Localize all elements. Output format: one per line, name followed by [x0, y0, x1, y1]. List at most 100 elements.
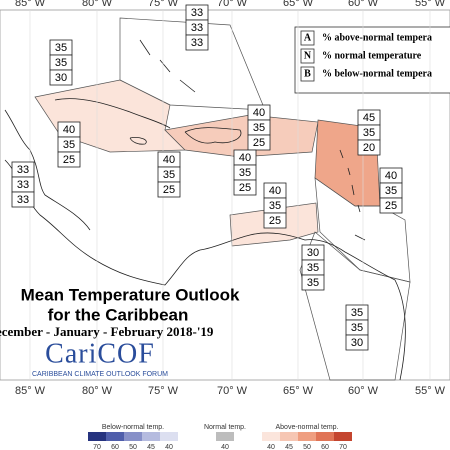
legend-key-box — [300, 66, 315, 82]
longitude-label: 75° W — [148, 385, 179, 397]
legend-key: B — [304, 68, 311, 79]
forecast-cell — [11, 191, 35, 208]
forecast-cell — [357, 139, 381, 156]
coast-bahamas — [139, 39, 196, 93]
scale-tick: 50 — [303, 444, 311, 450]
longitude-label: 55° W — [415, 385, 446, 397]
forecast-value: 25 — [385, 200, 397, 212]
legend-box — [294, 26, 450, 94]
scale-label: Above-normal temp. — [275, 424, 338, 431]
scale-swatch — [160, 432, 178, 441]
forecast-value: 25 — [63, 154, 75, 166]
forecast-value: 25 — [253, 137, 265, 149]
scale-swatch — [334, 432, 352, 441]
logo-name: CariCOF — [45, 338, 155, 369]
zone-south — [314, 177, 411, 283]
title-line: for the Caribbean — [48, 305, 189, 324]
scale-swatch — [142, 432, 160, 441]
scale-swatch — [280, 432, 298, 441]
scale-swatch — [316, 432, 334, 441]
forecast-value: 35 — [55, 42, 67, 54]
forecast-value: 35 — [351, 322, 363, 334]
scale-tick: 60 — [111, 444, 119, 450]
scale-tick: 50 — [129, 444, 137, 450]
scale-swatch — [262, 432, 280, 441]
forecast-cell — [263, 212, 287, 229]
scale-tick: 40 — [165, 444, 173, 450]
forecast-value: 30 — [55, 72, 67, 84]
coast-jamaica — [129, 137, 147, 145]
title-line: December - January - February 2018-'19 — [0, 324, 214, 339]
forecast-value: 40 — [253, 107, 265, 119]
scale-swatch — [124, 432, 142, 441]
legend-text: % below-normal tempera — [322, 68, 432, 79]
coast-lesser-antilles — [339, 149, 366, 241]
logo-tagline: CARIBBEAN CLIMATE OUTLOOK FORUM — [32, 371, 168, 378]
longitude-label: 70° W — [217, 0, 248, 9]
legend-key-box — [300, 48, 315, 64]
forecast-value: 35 — [351, 307, 363, 319]
forecast-cell — [157, 181, 181, 198]
legend-text: % above-normal tempera — [322, 32, 432, 43]
forecast-cell — [57, 151, 81, 168]
legend-key: A — [304, 32, 312, 43]
zone-guianas — [299, 231, 411, 381]
forecast-cell — [345, 334, 369, 351]
longitude-label: 55° W — [415, 0, 446, 9]
scale-swatch — [298, 432, 316, 441]
forecast-value: 35 — [163, 169, 175, 181]
longitude-label: 75° W — [148, 0, 179, 9]
forecast-value: 33 — [17, 164, 29, 176]
scale-label: Below-normal temp. — [102, 424, 164, 431]
scale-tick: 40 — [267, 444, 275, 450]
zone-bahamas — [119, 17, 266, 111]
forecast-value: 35 — [385, 185, 397, 197]
coast-cuba — [54, 98, 171, 129]
longitude-label: 80° W — [82, 385, 113, 397]
longitude-label: 85° W — [15, 0, 46, 9]
scale-swatch — [106, 432, 124, 441]
forecast-value: 25 — [239, 182, 251, 194]
scale-tick: 70 — [339, 444, 347, 450]
forecast-value: 35 — [55, 57, 67, 69]
forecast-cell — [379, 197, 403, 214]
forecast-value: 30 — [307, 247, 319, 259]
forecast-value: 33 — [191, 7, 203, 19]
forecast-cell — [301, 274, 325, 291]
longitude-label: 70° W — [217, 385, 248, 397]
forecast-value: 40 — [63, 124, 75, 136]
longitude-label: 65° W — [283, 385, 314, 397]
coast-south-america — [249, 232, 406, 381]
forecast-value: 33 — [191, 37, 203, 49]
forecast-value: 40 — [269, 185, 281, 197]
legend-key: N — [304, 50, 312, 61]
scale-swatch — [88, 432, 106, 441]
forecast-value: 35 — [307, 277, 319, 289]
longitude-label: 85° W — [15, 385, 46, 397]
forecast-value: 40 — [239, 152, 251, 164]
forecast-value: 40 — [163, 154, 175, 166]
forecast-value: 20 — [363, 142, 375, 154]
forecast-cell — [233, 179, 257, 196]
coast-yucatan — [4, 109, 91, 231]
scale-tick: 45 — [147, 444, 155, 450]
forecast-value: 40 — [385, 170, 397, 182]
forecast-value: 35 — [253, 122, 265, 134]
longitude-label: 80° W — [82, 0, 113, 9]
forecast-value: 35 — [363, 127, 375, 139]
forecast-value: 30 — [351, 337, 363, 349]
forecast-value: 33 — [17, 179, 29, 191]
longitude-label: 60° W — [348, 385, 379, 397]
scale-tick: 45 — [285, 444, 293, 450]
forecast-cell — [185, 34, 209, 51]
forecast-value: 35 — [63, 139, 75, 151]
forecast-value: 35 — [239, 167, 251, 179]
forecast-value: 35 — [269, 200, 281, 212]
forecast-value: 33 — [17, 194, 29, 206]
longitude-label: 60° W — [348, 0, 379, 9]
longitude-label: 65° W — [283, 0, 314, 9]
scale-tick: 60 — [321, 444, 329, 450]
scale-tick: 40 — [221, 444, 229, 450]
